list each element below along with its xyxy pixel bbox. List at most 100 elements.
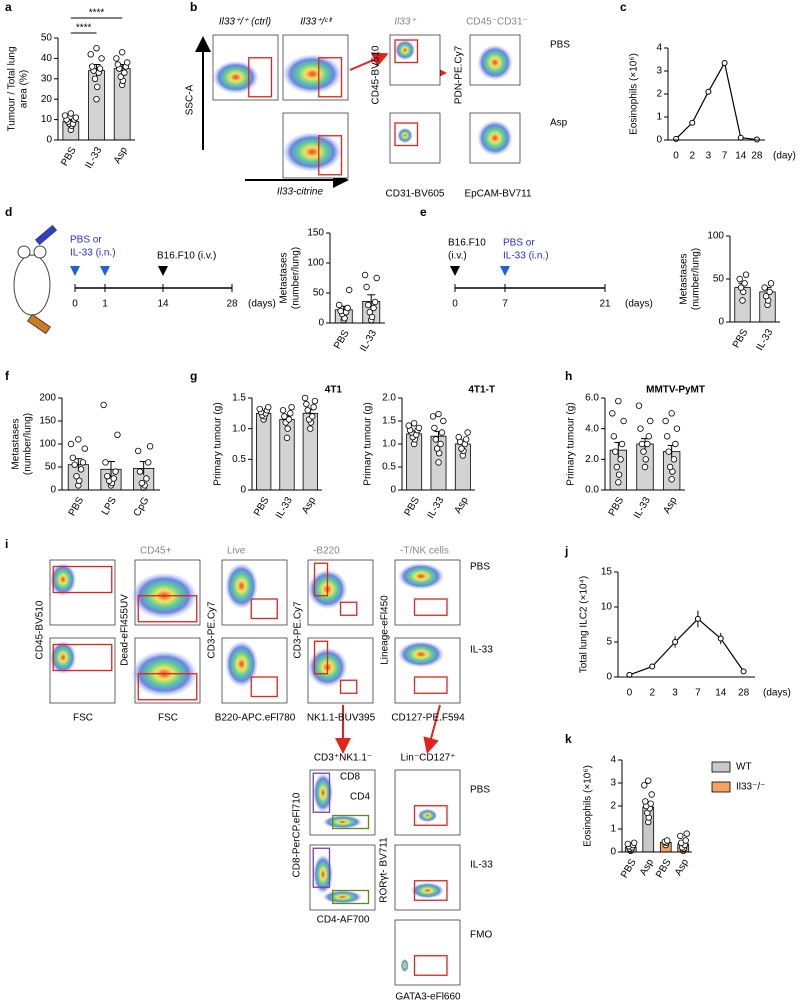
gate <box>312 772 331 813</box>
marker <box>649 663 656 670</box>
data-point <box>79 459 87 466</box>
x-tick-label: 28 <box>738 688 750 699</box>
data-point <box>363 283 370 291</box>
y-axis-label: Eosinophils (×10⁶) <box>629 53 640 135</box>
flow-density <box>323 890 362 904</box>
data-point <box>93 95 100 103</box>
y-tick-label: 0 <box>610 847 616 858</box>
gate <box>52 643 113 672</box>
data-point <box>645 777 652 784</box>
injection-label: B16.F10 (i.v.) <box>157 251 216 262</box>
x-tick-label: PBS <box>731 327 751 350</box>
data-point <box>433 445 441 452</box>
gate-label: CD8 <box>340 772 360 783</box>
data-point <box>284 425 291 432</box>
data-point <box>265 404 272 411</box>
line <box>629 618 745 676</box>
x-tick-label: PBS <box>67 495 87 518</box>
y-axis-label: SSC-A <box>185 84 196 115</box>
data-point <box>683 830 690 837</box>
data-point <box>77 466 85 473</box>
data-point <box>741 280 748 287</box>
data-point <box>309 413 316 420</box>
data-point <box>682 837 689 844</box>
data-point <box>110 475 117 482</box>
data-point <box>642 798 649 805</box>
data-point <box>647 800 654 807</box>
gate <box>413 880 448 901</box>
flow-density <box>283 132 342 172</box>
x-tick-label: 14 <box>715 688 727 699</box>
data-point <box>663 433 671 440</box>
y-axis-label: Lineage-eFl450 <box>380 595 391 665</box>
y-tick-label: 10 <box>601 602 613 613</box>
x-tick-label: PBS <box>252 495 272 518</box>
x-tick-label: 7 <box>695 688 701 699</box>
treatment-label: IL-33 (i.n.) <box>503 251 549 262</box>
gate-header: CD45⁻CD31⁻ <box>466 17 528 28</box>
y-tick-label: 50 <box>713 274 725 285</box>
data-point <box>631 839 638 846</box>
x-tick-label: Asp <box>300 495 318 516</box>
gate <box>339 679 358 694</box>
data-point <box>742 271 750 278</box>
data-point <box>648 791 655 798</box>
gate <box>250 676 278 698</box>
gate-header: Il33⁺/⁺ (ctrl) <box>219 17 271 28</box>
event-marker <box>100 266 110 276</box>
line <box>675 61 757 141</box>
marker <box>672 639 679 645</box>
x-tick-label: 3 <box>706 151 712 162</box>
gate-header: CD45+ <box>140 546 172 557</box>
x-tick-label: PBS <box>59 145 79 168</box>
row-label: IL-33 <box>470 645 493 656</box>
y-axis-label: area (%) <box>19 70 30 108</box>
data-point <box>617 456 624 463</box>
marker <box>717 635 724 642</box>
y-axis-label: (number/lung) <box>691 248 702 310</box>
y-tick-label: 1.5 <box>232 393 246 404</box>
gate-header: CD3⁺NK1.1⁻ <box>314 753 372 764</box>
gate <box>312 847 331 888</box>
gate <box>339 601 358 616</box>
data-point <box>672 440 679 448</box>
flow-density <box>477 120 513 156</box>
y-tick-label: 0 <box>606 672 612 683</box>
x-tick-label: 7 <box>722 151 728 162</box>
y-tick-label: 0 <box>50 485 56 496</box>
data-point <box>311 397 319 405</box>
data-point <box>736 275 743 283</box>
y-tick-label: 3 <box>610 778 616 789</box>
x-tick-label: IL-33 <box>632 495 653 521</box>
y-tick-label: 0 <box>718 317 724 328</box>
data-point <box>458 445 465 452</box>
y-axis-label: CD3-PE.Cy7 <box>207 601 218 659</box>
gate <box>313 640 329 675</box>
bar <box>256 412 272 491</box>
gate <box>250 598 278 620</box>
y-tick-label: 5 <box>606 637 612 648</box>
gate <box>137 595 198 623</box>
x-axis-label: FSC <box>73 713 93 724</box>
x-tick-label: IL-33 <box>754 327 775 353</box>
flow-density <box>397 128 413 143</box>
data-point <box>455 433 462 441</box>
panel-letter: i <box>5 537 8 551</box>
treatment-label: PBS or <box>503 238 535 249</box>
data-point <box>609 410 616 417</box>
data-point <box>677 832 684 840</box>
data-point <box>91 75 99 82</box>
data-point <box>288 404 295 411</box>
event-marker <box>450 266 460 276</box>
event-marker <box>158 266 168 276</box>
mouse-icon <box>13 224 58 335</box>
flow-density <box>283 54 342 94</box>
y-axis-label: Primary tumour (g) <box>363 402 374 485</box>
gate <box>413 676 448 694</box>
data-point <box>767 280 775 287</box>
data-point <box>665 448 672 455</box>
data-point <box>256 405 263 413</box>
marker <box>721 59 728 66</box>
data-point <box>113 55 120 62</box>
